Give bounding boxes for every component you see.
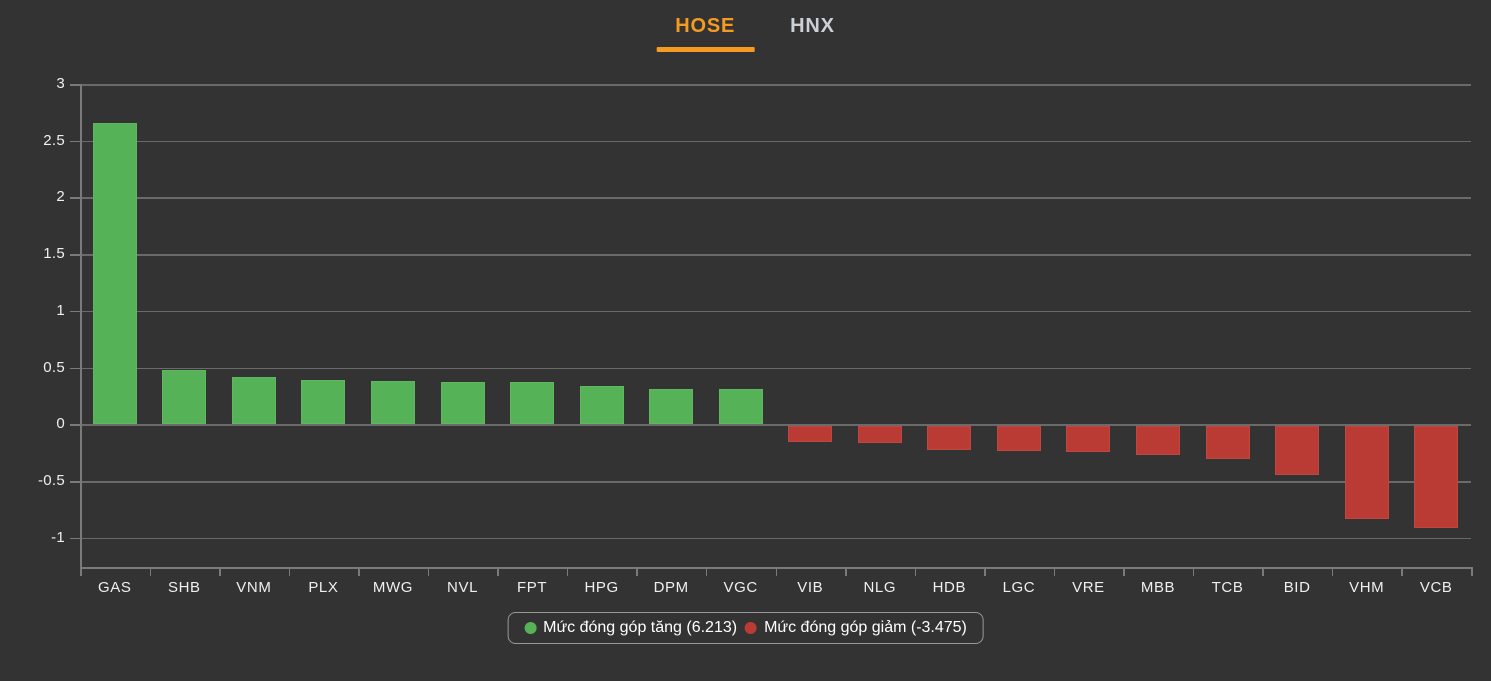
x-axis-tick [845, 567, 847, 576]
legend-item-increase[interactable]: Mức đóng góp tăng (6.213) [524, 619, 737, 637]
x-axis-tick [1471, 567, 1473, 576]
legend-dot-increase-icon [524, 622, 536, 634]
gridline--0.5 [80, 481, 1471, 483]
x-axis-tick [1123, 567, 1125, 576]
x-axis-tick [984, 567, 986, 576]
x-axis-tick [358, 567, 360, 576]
gridline-0 [80, 424, 1471, 426]
x-axis-label-VRE: VRE [1054, 579, 1124, 597]
x-axis-tick [150, 567, 152, 576]
y-axis-tick [70, 424, 80, 426]
chart-legend: Mức đóng góp tăng (6.213) Mức đóng góp g… [507, 612, 984, 644]
x-axis-label-HPG: HPG [567, 579, 637, 597]
legend-label-increase: Mức đóng góp tăng (6.213) [543, 619, 737, 637]
bar-VCB[interactable] [1414, 426, 1458, 528]
x-axis-label-VIB: VIB [776, 579, 846, 597]
x-axis-tick [497, 567, 499, 576]
bar-FPT[interactable] [510, 382, 554, 424]
x-axis-tick [289, 567, 291, 576]
x-axis-label-VGC: VGC [706, 579, 776, 597]
x-axis-label-GAS: GAS [80, 579, 150, 597]
y-axis-label: -0.5 [0, 471, 65, 491]
x-axis-label-VHM: VHM [1332, 579, 1402, 597]
y-axis-line [80, 84, 82, 567]
bar-VIB[interactable] [788, 426, 832, 442]
x-axis-label-VNM: VNM [219, 579, 289, 597]
gridline-1.5 [80, 254, 1471, 256]
bar-MWG[interactable] [371, 381, 415, 424]
bar-VRE[interactable] [1066, 426, 1110, 452]
bar-VHM[interactable] [1345, 426, 1389, 519]
bar-MBB[interactable] [1136, 426, 1180, 455]
y-axis-label: 1.5 [0, 244, 65, 264]
x-axis-label-NVL: NVL [428, 579, 498, 597]
gridline-3 [80, 84, 1471, 86]
y-axis-label: -1 [0, 528, 65, 548]
bar-VNM[interactable] [232, 377, 276, 425]
y-axis-tick [70, 197, 80, 199]
x-axis-tick [80, 567, 82, 576]
x-axis-label-HDB: HDB [915, 579, 985, 597]
x-axis-tick [776, 567, 778, 576]
x-axis-tick [219, 567, 221, 576]
gridline-0.5 [80, 368, 1471, 370]
x-axis-label-DPM: DPM [636, 579, 706, 597]
bar-GAS[interactable] [93, 123, 137, 425]
x-axis-tick [428, 567, 430, 576]
x-axis-tick [636, 567, 638, 576]
x-axis-tick [1193, 567, 1195, 576]
x-axis-tick [1332, 567, 1334, 576]
bar-VGC[interactable] [719, 389, 763, 424]
y-axis-label: 2 [0, 187, 65, 207]
y-axis-tick [70, 311, 80, 313]
bar-BID[interactable] [1275, 426, 1319, 475]
bar-LGC[interactable] [997, 426, 1041, 451]
y-axis-label: 2.5 [0, 131, 65, 151]
x-axis-tick [1054, 567, 1056, 576]
app-root: HOSE HNX 32.521.510.50-0.5-1GASSHBVNMPLX… [0, 0, 1491, 681]
x-axis-label-VCB: VCB [1401, 579, 1471, 597]
x-axis-tick [1262, 567, 1264, 576]
bar-TCB[interactable] [1206, 426, 1250, 459]
legend-dot-decrease-icon [745, 622, 757, 634]
bar-HDB[interactable] [927, 426, 971, 450]
x-axis-label-TCB: TCB [1193, 579, 1263, 597]
y-axis-tick [70, 481, 80, 483]
gridline--1 [80, 538, 1471, 540]
x-axis-tick [1401, 567, 1403, 576]
bar-HPG[interactable] [580, 386, 624, 425]
x-axis-tick [706, 567, 708, 576]
x-axis-tick [567, 567, 569, 576]
y-axis-label: 1 [0, 301, 65, 321]
bar-chart: 3 2.5 2 1.5 1 0.5 0 -0.5 -1 GASSHBVNMPLXMWGNVLFPT… [0, 0, 1491, 681]
y-axis-label: 3 [0, 74, 65, 94]
x-axis-label-BID: BID [1262, 579, 1332, 597]
y-axis-tick [70, 141, 80, 143]
bar-PLX[interactable] [301, 380, 345, 424]
x-axis-label-LGC: LGC [984, 579, 1054, 597]
x-axis-label-FPT: FPT [497, 579, 567, 597]
gridline-2 [80, 197, 1471, 199]
y-axis-tick [70, 368, 80, 370]
y-axis-label: 0.5 [0, 358, 65, 378]
x-axis-label-MBB: MBB [1123, 579, 1193, 597]
y-axis-tick [70, 254, 80, 256]
y-axis-tick [70, 538, 80, 540]
x-axis-label-PLX: PLX [289, 579, 359, 597]
x-axis-label-MWG: MWG [358, 579, 428, 597]
gridline-2.5 [80, 141, 1471, 143]
bar-SHB[interactable] [162, 370, 206, 424]
legend-label-decrease: Mức đóng góp giảm (-3.475) [764, 619, 967, 637]
bar-DPM[interactable] [649, 389, 693, 424]
x-axis-tick [915, 567, 917, 576]
y-axis-tick [70, 84, 80, 86]
y-axis-label: 0 [0, 414, 65, 434]
bar-NLG[interactable] [858, 426, 902, 443]
x-axis-label-NLG: NLG [845, 579, 915, 597]
gridline-1 [80, 311, 1471, 313]
legend-item-decrease[interactable]: Mức đóng góp giảm (-3.475) [745, 619, 967, 637]
x-axis-label-SHB: SHB [150, 579, 220, 597]
bar-NVL[interactable] [441, 382, 485, 424]
